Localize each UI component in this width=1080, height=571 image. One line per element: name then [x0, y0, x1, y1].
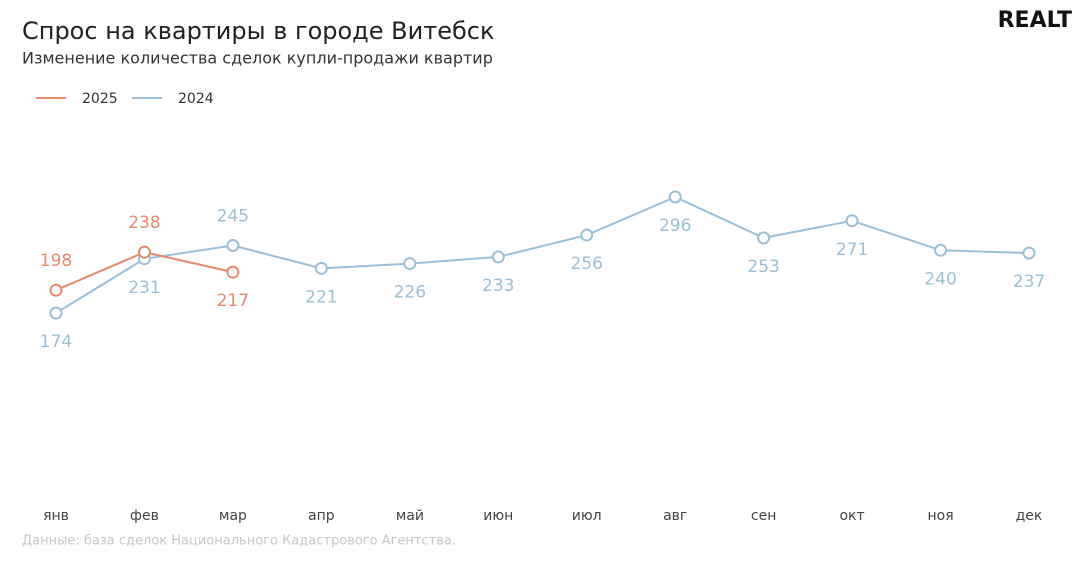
data-point: [757, 231, 771, 245]
legend-label: 2025: [82, 91, 118, 107]
chart-title: Спрос на квартиры в городе Витебск: [22, 17, 494, 45]
x-tick-label: фев: [130, 508, 159, 524]
data-label: 237: [1013, 272, 1045, 292]
x-tick-label: апр: [308, 508, 335, 524]
data-label: 240: [924, 269, 956, 289]
data-label: 256: [571, 254, 603, 274]
data-point: [491, 250, 505, 264]
data-label: 238: [128, 213, 160, 233]
data-label: 231: [128, 278, 160, 298]
logo: REALT: [998, 8, 1072, 33]
x-tick-label: июн: [483, 508, 513, 524]
data-label: 233: [482, 276, 514, 296]
x-tick-label: ноя: [927, 508, 953, 524]
data-label: 198: [40, 251, 72, 271]
x-tick-label: май: [396, 508, 424, 524]
x-tick-label: мар: [219, 508, 247, 524]
data-point: [1022, 246, 1036, 260]
data-label: 296: [659, 216, 691, 236]
data-point: [226, 239, 240, 253]
data-point: [668, 190, 682, 204]
x-tick-label: окт: [839, 508, 864, 524]
data-point: [580, 228, 594, 242]
data-point: [845, 214, 859, 228]
data-label: 271: [836, 240, 868, 260]
x-tick-label: авг: [663, 508, 687, 524]
data-label: 253: [747, 257, 779, 277]
data-label: 221: [305, 287, 337, 307]
series-line: [55, 195, 1030, 314]
data-point: [226, 265, 240, 279]
data-point: [934, 243, 948, 257]
chart-subtitle: Изменение количества сделок купли-продаж…: [22, 49, 493, 68]
legend-label: 2024: [178, 91, 214, 107]
data-point: [403, 257, 417, 271]
data-label: 174: [40, 332, 72, 352]
data-label: 226: [394, 283, 426, 303]
data-point: [137, 245, 151, 259]
x-tick-label: янв: [43, 508, 69, 524]
x-tick-label: июл: [572, 508, 602, 524]
x-tick-label: дек: [1016, 508, 1043, 524]
x-tick-label: сен: [751, 508, 776, 524]
source-note: Данные: база сделок Национального Кадаст…: [22, 534, 456, 549]
data-label: 217: [217, 291, 249, 311]
data-point: [49, 283, 63, 297]
data-label: 245: [217, 207, 249, 227]
data-point: [314, 261, 328, 275]
data-point: [49, 306, 63, 320]
